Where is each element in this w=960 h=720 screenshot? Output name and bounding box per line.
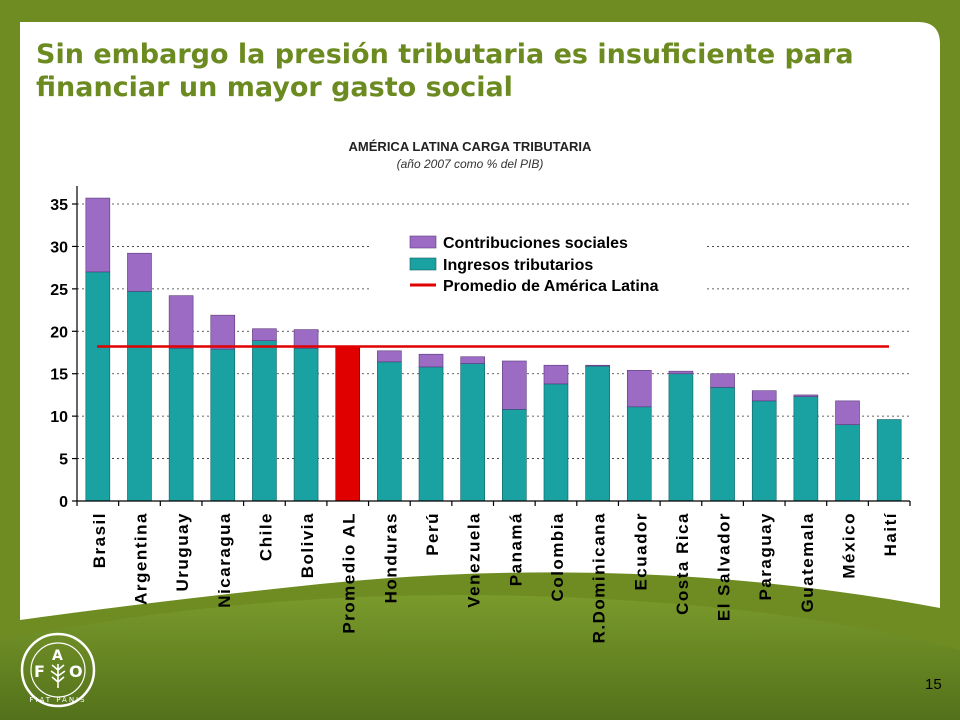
bar-contribuciones-sociales	[626, 370, 652, 408]
fao-logo: F A O FIAT PANIS	[20, 632, 96, 708]
bar-ingresos-tributarios	[668, 373, 694, 502]
x-tick-label: Promedio AL	[340, 512, 359, 634]
slide-title: Sin embargo la presión tributaria es ins…	[36, 39, 854, 103]
bar-ingresos-tributarios	[377, 361, 402, 502]
bar-contribuciones-sociales	[377, 350, 402, 363]
y-tick-label: 20	[50, 324, 68, 341]
bar-contribuciones-sociales	[543, 364, 569, 385]
y-tick-label: 10	[50, 409, 68, 426]
bar-ingresos-tributarios	[210, 348, 236, 502]
x-tick-label: Colombia	[548, 512, 567, 601]
bar-ingresos-tributarios	[252, 340, 277, 502]
bar-contribuciones-sociales	[502, 360, 527, 410]
x-tick-label: Argentina	[131, 512, 150, 605]
bar-ingresos-tributarios	[876, 419, 902, 502]
x-tick-label: Haití	[881, 512, 900, 556]
bar-ingresos-tributarios	[710, 386, 735, 502]
bar-ingresos-tributarios	[168, 347, 194, 502]
legend-label-promedio: Promedio de América Latina	[443, 278, 659, 295]
legend-label-contribuciones: Contribuciones sociales	[443, 235, 628, 252]
bottom-green-band	[0, 595, 960, 720]
bar-ingresos-tributarios	[85, 271, 111, 502]
x-tick-label: Costa Rica	[673, 512, 692, 615]
bar-ingresos-tributarios	[543, 383, 569, 502]
legend-swatch-contribuciones	[409, 235, 437, 249]
bar-ingresos-tributarios	[626, 406, 652, 502]
bar-ingresos-tributarios	[293, 347, 319, 502]
svg-text:O: O	[69, 662, 83, 681]
bar-contribuciones-sociales	[460, 356, 485, 364]
chart-subtitle: (año 2007 como % del PIB)	[396, 157, 544, 171]
bar-contribuciones-sociales	[127, 252, 152, 292]
bar-ingresos-tributarios	[835, 424, 860, 502]
svg-text:F: F	[34, 662, 45, 681]
bar-contribuciones-sociales	[418, 353, 444, 368]
x-tick-label: Nicaragua	[215, 512, 234, 608]
y-tick-label: 5	[59, 452, 68, 469]
bar-ingresos-tributarios	[502, 409, 527, 502]
y-tick-label: 15	[50, 367, 68, 384]
svg-text:FIAT PANIS: FIAT PANIS	[29, 696, 86, 704]
bar-contribuciones-sociales	[793, 394, 819, 397]
bar-contribuciones-sociales	[293, 329, 319, 349]
y-tick-label: 25	[50, 282, 68, 299]
bar-ingresos-tributarios	[751, 400, 777, 502]
bar-contribuciones-sociales	[751, 390, 777, 402]
page-number: 15	[925, 676, 942, 693]
x-tick-label: Chile	[256, 512, 275, 561]
bar-promedio-al	[335, 346, 361, 502]
x-tick-label: Panamá	[506, 512, 525, 586]
bar-ingresos-tributarios	[793, 396, 819, 502]
bar-contribuciones-sociales	[835, 400, 860, 425]
bar-contribuciones-sociales	[710, 373, 735, 388]
bar-ingresos-tributarios	[585, 365, 610, 502]
bar-ingresos-tributarios	[418, 366, 444, 502]
svg-text:A: A	[52, 648, 63, 664]
bar-ingresos-tributarios	[127, 291, 152, 502]
bar-contribuciones-sociales	[252, 328, 277, 341]
y-tick-label: 35	[50, 197, 68, 214]
y-tick-label: 30	[50, 239, 68, 256]
x-tick-label: Paraguay	[756, 512, 775, 601]
x-tick-label: Venezuela	[465, 512, 484, 608]
bar-ingresos-tributarios	[460, 363, 485, 502]
x-tick-label: El Salvador	[715, 512, 734, 621]
bar-contribuciones-sociales	[210, 314, 236, 350]
white-content-panel	[20, 22, 940, 620]
x-tick-label: Guatemala	[798, 512, 817, 612]
bar-contribuciones-sociales	[168, 295, 194, 349]
legend-swatch-ingresos	[409, 257, 437, 271]
x-tick-label: R.Dominicana	[590, 512, 609, 643]
x-tick-label: Uruguay	[173, 512, 192, 591]
bar-contribuciones-sociales	[85, 197, 111, 273]
y-tick-label: 0	[59, 494, 68, 511]
x-tick-label: Perú	[423, 512, 442, 556]
x-tick-label: Ecuador	[631, 512, 650, 591]
x-tick-label: Honduras	[381, 512, 400, 603]
bar-contribuciones-sociales	[668, 370, 694, 375]
x-tick-label: México	[840, 512, 859, 579]
chart-title: AMÉRICA LATINA CARGA TRIBUTARIA	[348, 139, 592, 154]
legend-label-ingresos: Ingresos tributarios	[443, 257, 593, 274]
x-tick-label: Bolivia	[298, 512, 317, 578]
bar-contribuciones-sociales	[585, 364, 610, 367]
x-tick-label: Brasil	[90, 512, 109, 568]
